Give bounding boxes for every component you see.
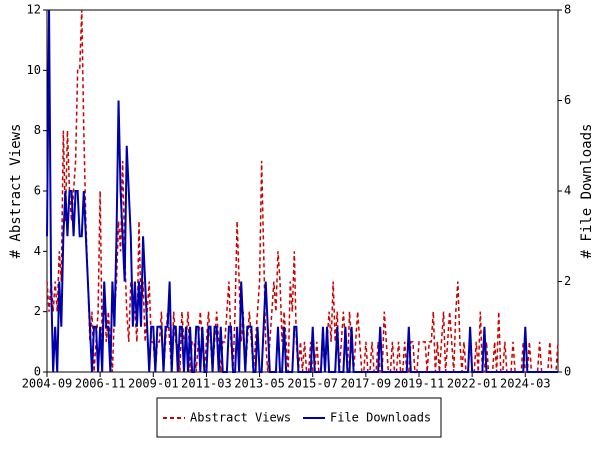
y-tick-label: 6	[34, 184, 41, 198]
y-tick-label: 0	[34, 365, 41, 379]
y-tick-label: 8	[34, 123, 41, 137]
y2-tick-label: 6	[564, 93, 571, 107]
x-tick-label: 2009-01	[128, 377, 179, 391]
legend-label: Abstract Views	[190, 411, 291, 425]
legend	[156, 397, 442, 438]
x-tick-label: 2015-07	[287, 377, 338, 391]
x-tick-label: 2011-03	[181, 377, 232, 391]
line-series	[46, 9, 558, 373]
y-tick-label: 2	[34, 304, 41, 318]
y2-axis-label: # File Downloads	[579, 124, 595, 259]
x-tick-label: 2017-09	[341, 377, 392, 391]
y-axis-label: # Abstract Views	[8, 124, 24, 259]
y2-tick-label: 0	[564, 365, 571, 379]
y-tick-label: 12	[27, 3, 41, 17]
x-tick-label: 2004-09	[22, 377, 73, 391]
x-tick-label: 2019-11	[394, 377, 445, 391]
y-tick-label: 4	[34, 244, 41, 258]
legend-label: File Downloads	[330, 411, 431, 425]
x-tick-label: 2024-03	[500, 377, 551, 391]
y2-tick-label: 4	[564, 184, 571, 198]
x-tick-label: 2022-01	[447, 377, 498, 391]
y2-tick-label: 8	[564, 3, 571, 17]
y2-tick-label: 2	[564, 274, 571, 288]
x-tick-label: 2013-05	[234, 377, 285, 391]
y-tick-label: 10	[27, 63, 41, 77]
x-tick-label: 2006-11	[75, 377, 126, 391]
